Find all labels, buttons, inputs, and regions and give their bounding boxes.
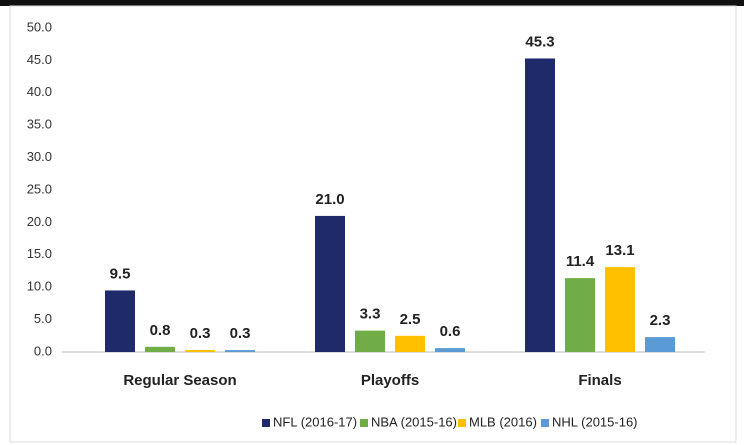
legend-label: MLB (2016) [469, 414, 537, 429]
legend-swatch [360, 419, 368, 427]
bar [435, 348, 465, 352]
data-label: 0.3 [230, 325, 251, 342]
x-tick-label: Playoffs [361, 372, 419, 389]
bar [645, 337, 675, 352]
frame [9, 5, 737, 443]
cut-off-title-band [0, 0, 744, 6]
y-tick-label: 5.0 [34, 311, 52, 326]
bar [145, 346, 175, 352]
bar [605, 267, 635, 352]
bar [225, 350, 255, 352]
x-tick-label: Regular Season [123, 372, 236, 389]
y-tick-label: 30.0 [27, 149, 52, 164]
data-label: 2.5 [400, 311, 421, 328]
y-tick-label: 45.0 [27, 52, 52, 67]
y-tick-label: 10.0 [27, 279, 52, 294]
y-tick-label: 15.0 [27, 246, 52, 261]
data-label: 3.3 [360, 306, 381, 323]
bar [395, 335, 425, 352]
legend-label: NBA (2015-16) [371, 414, 457, 429]
data-label: 13.1 [605, 242, 634, 259]
bar [355, 330, 385, 352]
y-tick-label: 50.0 [27, 19, 52, 34]
legend-swatch [541, 419, 549, 427]
data-label: 0.3 [190, 325, 211, 342]
data-label: 11.4 [566, 253, 595, 270]
legend-label: NFL (2016-17) [273, 414, 357, 429]
data-label: 9.5 [110, 265, 131, 282]
bar [105, 290, 135, 352]
legend-swatch [458, 419, 466, 427]
bar [525, 58, 555, 353]
y-tick-label: 20.0 [27, 214, 52, 229]
legend-label: NHL (2015-16) [552, 414, 638, 429]
data-label: 0.8 [150, 322, 171, 339]
y-tick-label: 0.0 [34, 343, 52, 358]
y-tick-label: 35.0 [27, 117, 52, 132]
y-tick-label: 40.0 [27, 84, 52, 99]
x-tick-label: Finals [578, 372, 621, 389]
y-tick-label: 25.0 [27, 181, 52, 196]
bar [315, 215, 345, 352]
bar [185, 350, 215, 352]
data-label: 45.3 [525, 33, 554, 50]
data-label: 2.3 [650, 312, 671, 329]
legend-swatch [262, 419, 270, 427]
data-label: 21.0 [315, 191, 344, 208]
bar [565, 278, 595, 352]
data-label: 0.6 [440, 323, 461, 340]
